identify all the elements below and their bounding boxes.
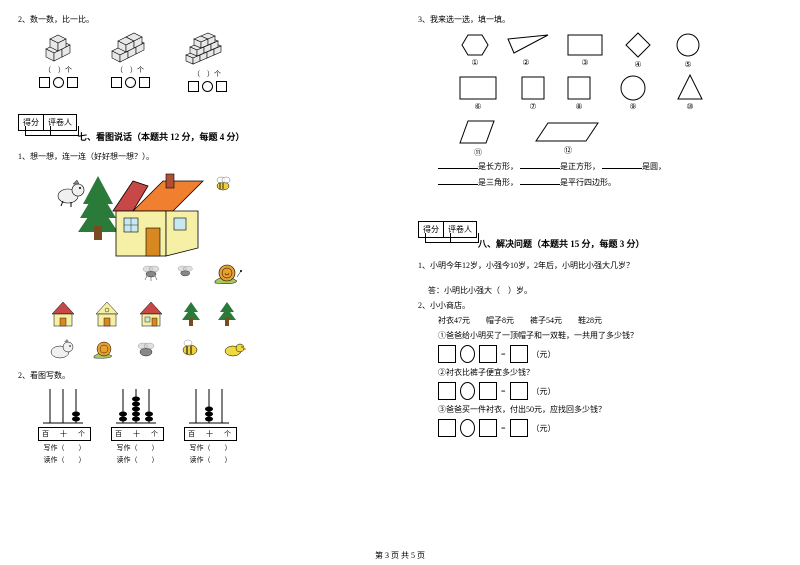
svg-text:③: ③ [581,58,588,67]
page-footer: 第 3 页 共 5 页 [375,550,425,561]
cube1-count: （ ）个 [38,65,78,75]
answer-box[interactable] [67,77,78,88]
cube2-count: （ ）个 [108,65,152,75]
answer-box[interactable] [39,77,50,88]
s8-q2-sub3: ③爸爸买一件衬衣，付出50元，应找回多少钱？ [438,404,782,415]
s8-q1: 1、小明今年12岁，小强今10岁，2年后，小明比小强大几岁？ [418,260,782,271]
shape-fill-blanks: 是长方形， 是正方形， 是圆， 是三角形， 是平行四边形。 [438,159,782,191]
answer-box[interactable] [188,81,199,92]
answer-box[interactable] [139,77,150,88]
svg-text:⑦: ⑦ [529,102,536,111]
match-row-1 [48,300,382,328]
section8-title: 八、解决问题（本题共 15 分，每题 3 分） [478,237,645,250]
abacus-1 [38,385,88,427]
cube-stack-1 [38,29,78,65]
abacus-group: 百 十 个 写作（ ） 读作（ ） 百 十 个 写作（ ） 读作（ ） [38,385,382,465]
shapes-grid: ① ② ③ ④ ⑤ ⑥ ⑦ ⑧ ⑨ ⑩ ⑪ ⑫ [438,29,738,159]
s8-q2-title: 2、小小商店。 [418,300,782,311]
section7-title: 七、看图说话（本题共 12 分，每题 4 分） [78,130,245,143]
s7-q2-title: 2、看图写数。 [18,370,382,381]
s8-q1-ans: 答：小明比小强大（ ）岁。 [428,285,782,296]
q3-title: 3、我来选一选，填一填。 [418,14,782,25]
s7-q1: 1、想一想，连一连（好好想一想？）。 [18,151,382,162]
svg-text:⑨: ⑨ [629,102,636,111]
svg-text:⑫: ⑫ [564,146,572,155]
svg-text:①: ① [471,58,478,67]
cube-stack-2 [108,29,152,65]
equation-row-2: = （元） [438,382,782,400]
svg-text:⑤: ⑤ [684,60,691,69]
svg-text:⑥: ⑥ [474,102,481,111]
match-row-2 [48,338,382,362]
cube3-count: （ ）个 [182,69,232,79]
answer-box[interactable] [111,77,122,88]
q2-title: 2、数一数，比一比。 [18,14,382,25]
equation-row-3: = （元） [438,419,782,437]
cubes-row: （ ）个 （ ）个 [38,29,382,94]
s8-q2-sub1: ①爸爸给小明买了一顶帽子和一双鞋，一共用了多少钱？ [438,330,782,341]
scene-illustration [38,166,268,296]
abacus-2 [111,385,161,427]
answer-circle[interactable] [202,81,213,92]
s8-q2-items: 衬衣47元 帽子8元 裤子54元 鞋28元 [438,315,782,326]
s8-q2-sub2: ②衬衣比裤子便宜多少钱？ [438,367,782,378]
answer-circle[interactable] [125,77,136,88]
svg-text:⑧: ⑧ [575,102,582,111]
svg-text:②: ② [522,58,529,67]
cube-stack-3 [182,29,232,69]
answer-circle[interactable] [53,77,64,88]
answer-box[interactable] [216,81,227,92]
equation-row-1: = （元） [438,345,782,363]
svg-text:⑪: ⑪ [474,148,482,157]
svg-text:⑩: ⑩ [686,102,693,111]
abacus-3 [184,385,234,427]
svg-text:④: ④ [634,60,641,69]
